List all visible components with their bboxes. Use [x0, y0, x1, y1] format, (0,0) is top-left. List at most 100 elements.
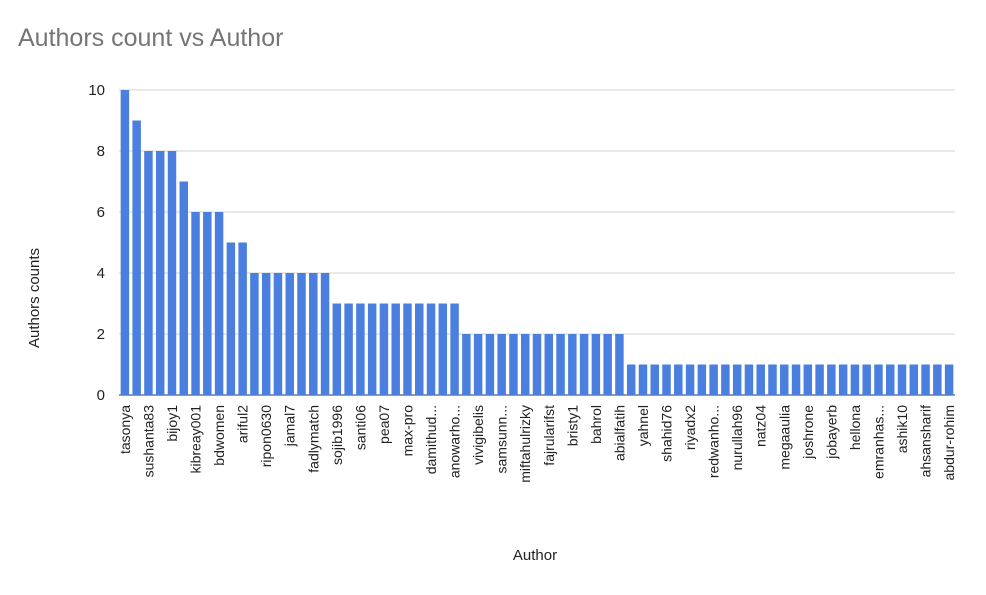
bar	[344, 303, 353, 395]
x-tick-label: fadlymatch	[305, 405, 321, 473]
y-tick-label: 2	[97, 326, 105, 343]
bar	[638, 364, 648, 395]
x-tick-label: redwanho...	[706, 405, 722, 478]
bar	[780, 364, 789, 395]
bar	[650, 364, 659, 395]
x-tick-label: pea07	[376, 405, 392, 444]
x-tick-label: santi06	[352, 405, 368, 450]
bar	[367, 303, 377, 395]
y-tick-label: 0	[97, 387, 105, 404]
bar	[191, 212, 200, 395]
x-tick-label: sushanta83	[140, 405, 156, 478]
x-tick-label: joshrone	[800, 405, 816, 460]
x-tick-label: max-pro	[399, 405, 415, 457]
x-tick-label: emranhas...	[870, 405, 886, 479]
x-tick-label: anowarho...	[447, 405, 463, 478]
bar	[309, 273, 318, 395]
x-tick-label: jamal7	[282, 405, 298, 447]
bar	[897, 364, 907, 395]
x-tick-label: sojib1996	[329, 405, 345, 465]
x-tick-label: natz04	[753, 405, 769, 447]
x-tick-label: hellona	[847, 405, 863, 450]
x-tick-label: vivigibelis	[470, 405, 486, 465]
bar	[403, 303, 412, 395]
bar	[556, 334, 565, 395]
x-tick-label: bahrol	[588, 405, 604, 444]
bar	[568, 334, 577, 395]
bar	[297, 273, 306, 395]
x-tick-label: ripon0630	[258, 405, 274, 467]
x-tick-label: abdur-rohim	[941, 405, 957, 480]
bar	[250, 273, 259, 395]
bar	[356, 303, 365, 395]
bar	[815, 364, 824, 395]
bar	[520, 334, 530, 395]
bar	[579, 334, 589, 395]
bar	[744, 364, 754, 395]
chart-title: Authors count vs Author	[18, 24, 283, 52]
y-tick-label: 10	[88, 82, 105, 99]
x-tick-label: miftahulrizky	[517, 405, 533, 483]
bar	[933, 364, 942, 395]
bar	[320, 273, 330, 395]
bar	[768, 364, 777, 395]
bar	[721, 364, 730, 395]
bar	[462, 334, 471, 395]
bar	[791, 364, 801, 395]
y-tick-label: 8	[97, 143, 105, 160]
x-tick-label: bijoy1	[164, 405, 180, 442]
bar	[155, 151, 165, 395]
x-tick-label: ariful2	[235, 405, 251, 443]
x-tick-label: ashik10	[894, 405, 910, 453]
bar	[756, 364, 765, 395]
bar	[450, 303, 459, 395]
x-tick-label: riyadx2	[682, 405, 698, 450]
x-tick-label: nurullah96	[729, 405, 745, 471]
x-axis-label: Author	[513, 547, 557, 564]
x-tick-label: fajrularifst	[541, 405, 557, 466]
bar	[509, 334, 518, 395]
bar	[732, 364, 742, 395]
bar	[497, 334, 506, 395]
bar	[697, 364, 707, 395]
bar	[426, 303, 436, 395]
bar	[273, 273, 283, 395]
x-tick-label: megaaulia	[776, 405, 792, 470]
bar	[662, 364, 671, 395]
bar	[391, 303, 400, 395]
x-tick-label: jobayerb	[823, 405, 839, 460]
bar	[203, 212, 212, 395]
bar	[626, 364, 636, 395]
bar	[827, 364, 836, 395]
bar	[838, 364, 848, 395]
x-tick-label: ahsansharif	[918, 405, 934, 477]
bar	[226, 242, 236, 395]
bar	[685, 364, 695, 395]
bar	[132, 120, 141, 395]
bar	[709, 364, 718, 395]
x-tick-label: bdwomen	[211, 405, 227, 466]
bar	[485, 334, 495, 395]
bar	[415, 303, 424, 395]
bar	[214, 212, 224, 395]
bar	[909, 364, 919, 395]
bar	[532, 334, 542, 395]
x-tick-label: damithud...	[423, 405, 439, 474]
bar	[603, 334, 612, 395]
bar	[238, 242, 247, 395]
bar	[886, 364, 895, 395]
bar	[615, 334, 624, 395]
bar	[261, 273, 271, 395]
x-tick-label: bristy1	[564, 405, 580, 446]
bar	[544, 334, 554, 395]
bar	[921, 364, 930, 395]
x-tick-label: samsunn...	[494, 405, 510, 473]
bar	[874, 364, 883, 395]
x-tick-label: tasonya	[117, 405, 133, 454]
bar	[285, 273, 294, 395]
bar	[674, 364, 683, 395]
x-tick-label: yahnel	[635, 405, 651, 446]
bar	[862, 364, 871, 395]
bar	[850, 364, 860, 395]
